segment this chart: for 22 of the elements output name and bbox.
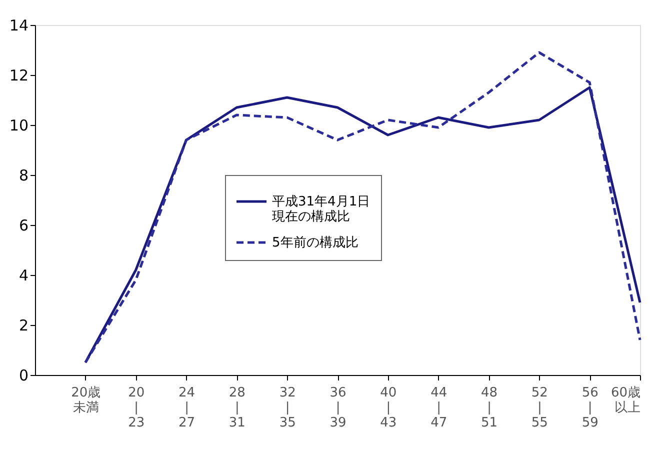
legend-label: 5年前の構成比: [272, 236, 358, 250]
y-tick-label: 6: [18, 216, 28, 234]
y-tick-label: 12: [9, 66, 28, 84]
x-tick-label: 52 | 55: [531, 386, 548, 430]
x-tick-label: 24 | 27: [178, 386, 196, 430]
x-tick-label: 20 | 23: [128, 386, 145, 430]
y-tick-label: 2: [18, 316, 28, 334]
x-tick-label: 56 | 59: [582, 386, 598, 430]
x-tick-label: 20歳未満: [71, 386, 101, 416]
x-tick-label: 40 | 43: [380, 386, 397, 430]
x-tick-label: 32 | 35: [279, 386, 296, 430]
x-tick-label: 60歳以上: [610, 386, 640, 416]
x-tick-label: 36 | 39: [330, 386, 346, 430]
x-tick-label: 28 | 31: [228, 386, 246, 430]
y-tick-label: 14: [9, 16, 28, 34]
y-tick-label: 4: [18, 266, 28, 284]
x-tick-label: 48 | 51: [480, 386, 498, 430]
y-tick-label: 8: [18, 166, 28, 184]
y-tick-label: 10: [9, 116, 28, 134]
legend-label: 平成31年4月1日現在の構成比: [272, 194, 370, 224]
x-tick-label: 44 | 47: [430, 386, 448, 430]
y-tick-label: 0: [18, 366, 28, 384]
